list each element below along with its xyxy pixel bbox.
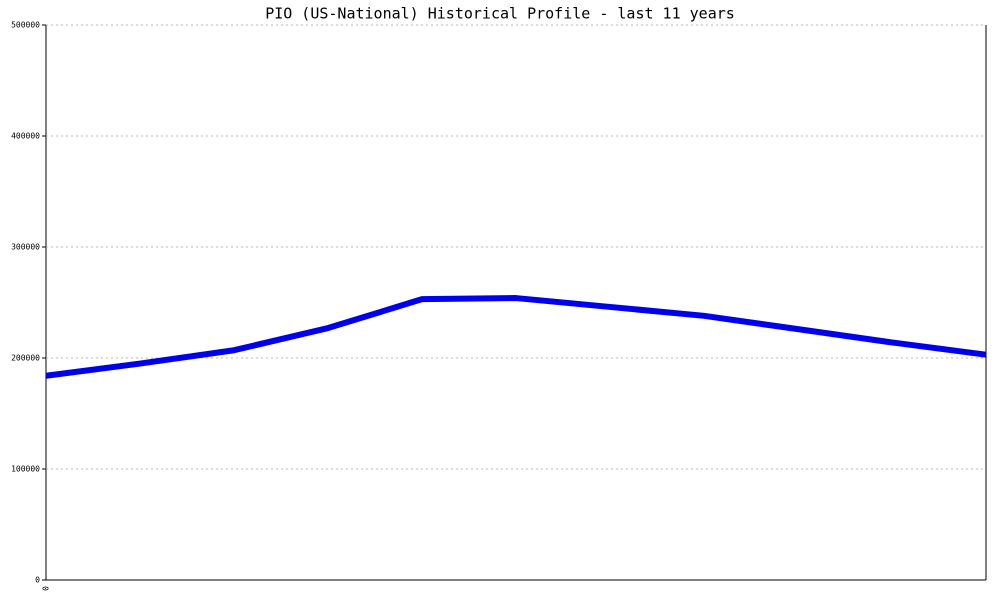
y-tick-label: 200000 <box>11 354 40 363</box>
y-tick-label: 300000 <box>11 243 40 252</box>
y-tick-label: 500000 <box>11 21 40 30</box>
y-tick-label: 100000 <box>11 465 40 474</box>
line <box>45 295 987 379</box>
chart-title: PIO (US-National) Historical Profile - l… <box>265 5 735 23</box>
x-tick-label: 0 <box>42 586 51 591</box>
y-tick-label: 0 <box>35 576 40 585</box>
y-tick-label: 400000 <box>11 132 40 141</box>
